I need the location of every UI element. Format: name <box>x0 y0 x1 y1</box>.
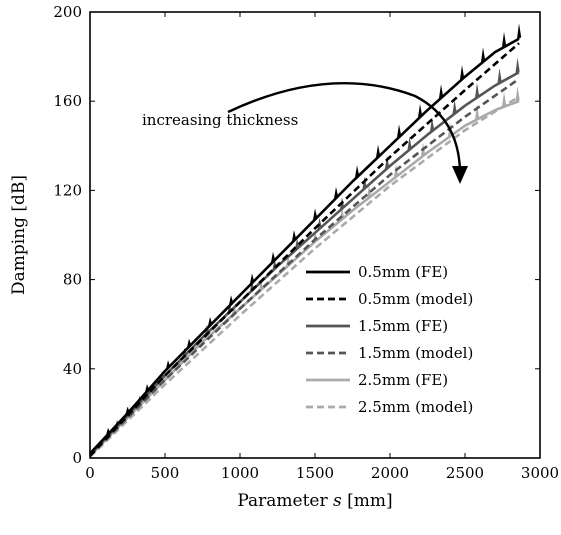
annotation-arrow <box>227 82 462 171</box>
x-axis-label: Parameter s [mm] <box>237 491 392 511</box>
series-line <box>89 77 520 457</box>
x-tick-label: 500 <box>151 464 180 482</box>
resonance-spike <box>407 136 412 152</box>
y-tick-label: 40 <box>63 360 82 378</box>
x-axis-label-part: [mm] <box>342 491 393 511</box>
resonance-spike <box>312 208 318 221</box>
resonance-spike <box>270 251 276 264</box>
x-tick-label: 2000 <box>371 464 409 482</box>
resonance-spike <box>452 99 457 116</box>
y-tick-label: 120 <box>53 181 82 199</box>
y-tick-label: 0 <box>72 449 82 467</box>
resonance-spike <box>144 384 150 393</box>
legend-label: 1.5mm (FE) <box>358 317 448 335</box>
legend-item: 1.5mm (FE) <box>306 317 448 335</box>
y-tick-label: 200 <box>53 3 82 21</box>
resonance-spike <box>396 124 402 139</box>
legend-label: 1.5mm (model) <box>358 344 473 362</box>
legend-item: 1.5mm (model) <box>306 344 473 362</box>
annotation-arrowhead <box>452 166 468 184</box>
resonance-spike <box>497 68 502 85</box>
resonance-spike <box>165 360 171 370</box>
resonance-spike <box>480 47 486 64</box>
resonance-spike <box>228 295 234 306</box>
x-tick-label: 1500 <box>296 464 334 482</box>
series-line <box>89 42 520 457</box>
axes: 0 500 1000 1500 2000 2500 3000 0 40 80 120 160 200 Pa… <box>9 3 559 511</box>
resonance-spike <box>474 83 480 100</box>
resonance-spike <box>186 338 192 349</box>
series-line <box>89 71 520 456</box>
resonance-spike <box>207 316 213 327</box>
resonance-spike <box>501 31 507 49</box>
resonance-spike <box>515 57 520 75</box>
resonance-spike <box>474 104 480 121</box>
resonance-spike <box>333 186 339 200</box>
resonance-spike <box>317 217 322 231</box>
resonance-spike <box>384 155 390 170</box>
series-1 <box>89 42 520 457</box>
legend: 0.5mm (FE) 0.5mm (model) 1.5mm (FE) 1.5mm (… <box>306 263 473 416</box>
resonance-spike <box>515 86 520 104</box>
resonance-spike <box>501 91 507 109</box>
legend-label: 0.5mm (FE) <box>358 263 448 281</box>
series-0 <box>89 23 522 455</box>
resonance-spike <box>249 273 255 285</box>
resonance-spike <box>258 280 264 292</box>
x-tick-label: 2500 <box>446 464 484 482</box>
y-tick-label: 160 <box>53 92 82 110</box>
y-axis-label: Damping [dB] <box>9 175 29 295</box>
series-line <box>89 95 520 458</box>
resonance-spike <box>438 84 444 100</box>
resonance-spike <box>362 176 367 191</box>
resonance-spike <box>429 117 435 133</box>
series-5 <box>89 95 520 458</box>
legend-item: 2.5mm (FE) <box>306 371 448 389</box>
resonance-spike <box>354 165 360 179</box>
annotation: increasing thickness <box>142 82 468 184</box>
y-tick-label: 80 <box>63 271 82 289</box>
resonance-spike <box>459 65 465 81</box>
annotation-label: increasing thickness <box>142 111 298 129</box>
x-tick-label: 3000 <box>521 464 559 482</box>
legend-item: 0.5mm (FE) <box>306 263 448 281</box>
resonance-spike <box>375 144 381 159</box>
resonance-spike <box>417 103 423 119</box>
resonance-spike <box>125 406 130 415</box>
x-axis-label-part: Parameter <box>237 491 333 511</box>
resonance-spike <box>294 238 300 251</box>
legend-item: 0.5mm (model) <box>306 290 473 308</box>
x-tick-label: 0 <box>85 464 95 482</box>
x-axis-label-part: s <box>333 491 342 511</box>
legend-label: 2.5mm (FE) <box>358 371 448 389</box>
plot-lines <box>89 23 522 458</box>
series-3 <box>89 77 520 457</box>
resonance-spike <box>366 185 372 200</box>
resonance-spike <box>291 230 297 243</box>
x-tick-label: 1000 <box>221 464 259 482</box>
resonance-spike <box>105 427 111 436</box>
resonance-spike <box>516 23 522 41</box>
legend-item: 2.5mm (model) <box>306 398 473 416</box>
legend-label: 0.5mm (model) <box>358 290 473 308</box>
legend-label: 2.5mm (model) <box>358 398 473 416</box>
